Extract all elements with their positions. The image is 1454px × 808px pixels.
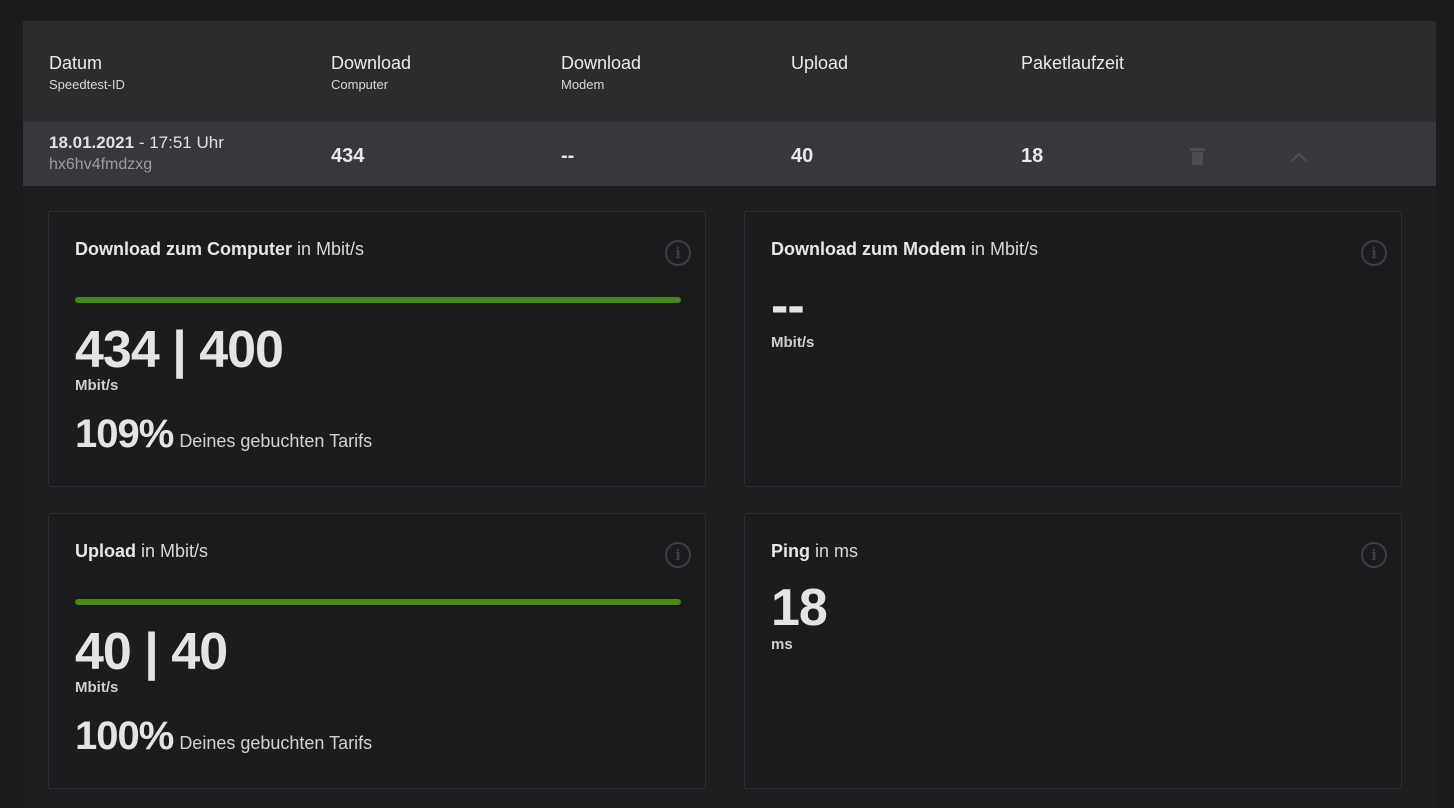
trash-icon[interactable] [1190, 148, 1205, 165]
info-icon[interactable]: i [665, 240, 691, 266]
date-cell: 18.01.2021 - 17:51 Uhr hx6hv4fmdzxg [49, 133, 224, 174]
date: 18.01.2021 [49, 133, 135, 152]
header-datum: Datum Speedtest-ID [49, 53, 125, 92]
upload-value: 40 [791, 145, 814, 167]
tariff-percentage: 109% Deines gebuchten Tarifs [75, 412, 373, 456]
time: - 17:51 Uhr [134, 133, 224, 152]
card-title: Download zum Modem in Mbit/s [771, 239, 1039, 259]
unit-label: Mbit/s [75, 679, 119, 696]
unit-label: Mbit/s [75, 377, 119, 394]
download-computer-big-value: 434 | 400 [75, 321, 284, 379]
info-icon[interactable]: i [1361, 542, 1387, 568]
table-row[interactable]: 18.01.2021 - 17:51 Uhr hx6hv4fmdzxg 434 … [23, 122, 1436, 186]
tariff-percentage: 100% Deines gebuchten Tarifs [75, 714, 373, 758]
progress-bar-fill [75, 599, 681, 605]
download-computer-value: 434 [331, 145, 365, 167]
header-download-computer: Download Computer [331, 53, 412, 92]
card-ping: Ping in ms i 18 ms [744, 513, 1402, 789]
download-modem-big-value: -- [771, 277, 805, 335]
progress-bar-fill [75, 297, 681, 303]
unit-label: ms [771, 636, 793, 653]
download-modem-value: -- [561, 145, 575, 167]
card-download-modem: Download zum Modem in Mbit/s i -- Mbit/s [744, 211, 1402, 487]
progress-bar [75, 599, 681, 605]
ping-value: 18 [1021, 145, 1044, 167]
date-time: 18.01.2021 - 17:51 Uhr [49, 133, 224, 153]
progress-bar [75, 297, 681, 303]
ping-big-value: 18 [771, 579, 828, 637]
unit-label: Mbit/s [771, 334, 815, 351]
card-download-computer: Download zum Computer in Mbit/s i 434 | … [48, 211, 706, 487]
info-icon[interactable]: i [1361, 240, 1387, 266]
card-upload: Upload in Mbit/s i 40 | 40 Mbit/s 100% De… [48, 513, 706, 789]
header-download-modem: Download Modem [561, 53, 642, 92]
card-title: Ping in ms [771, 541, 859, 561]
table-header: Datum Speedtest-ID Download Computer Dow… [23, 21, 1436, 122]
speedtest-id: hx6hv4fmdzxg [49, 156, 153, 173]
header-upload: Upload [791, 53, 849, 73]
info-icon[interactable]: i [665, 542, 691, 568]
header-paketlaufzeit: Paketlaufzeit [1021, 53, 1125, 73]
chevron-up-icon[interactable] [1291, 150, 1305, 164]
speedtest-results-panel: Datum Speedtest-ID Download Computer Dow… [23, 21, 1436, 808]
card-title: Download zum Computer in Mbit/s [75, 239, 365, 259]
card-title: Upload in Mbit/s [75, 541, 209, 561]
upload-big-value: 40 | 40 [75, 623, 228, 681]
